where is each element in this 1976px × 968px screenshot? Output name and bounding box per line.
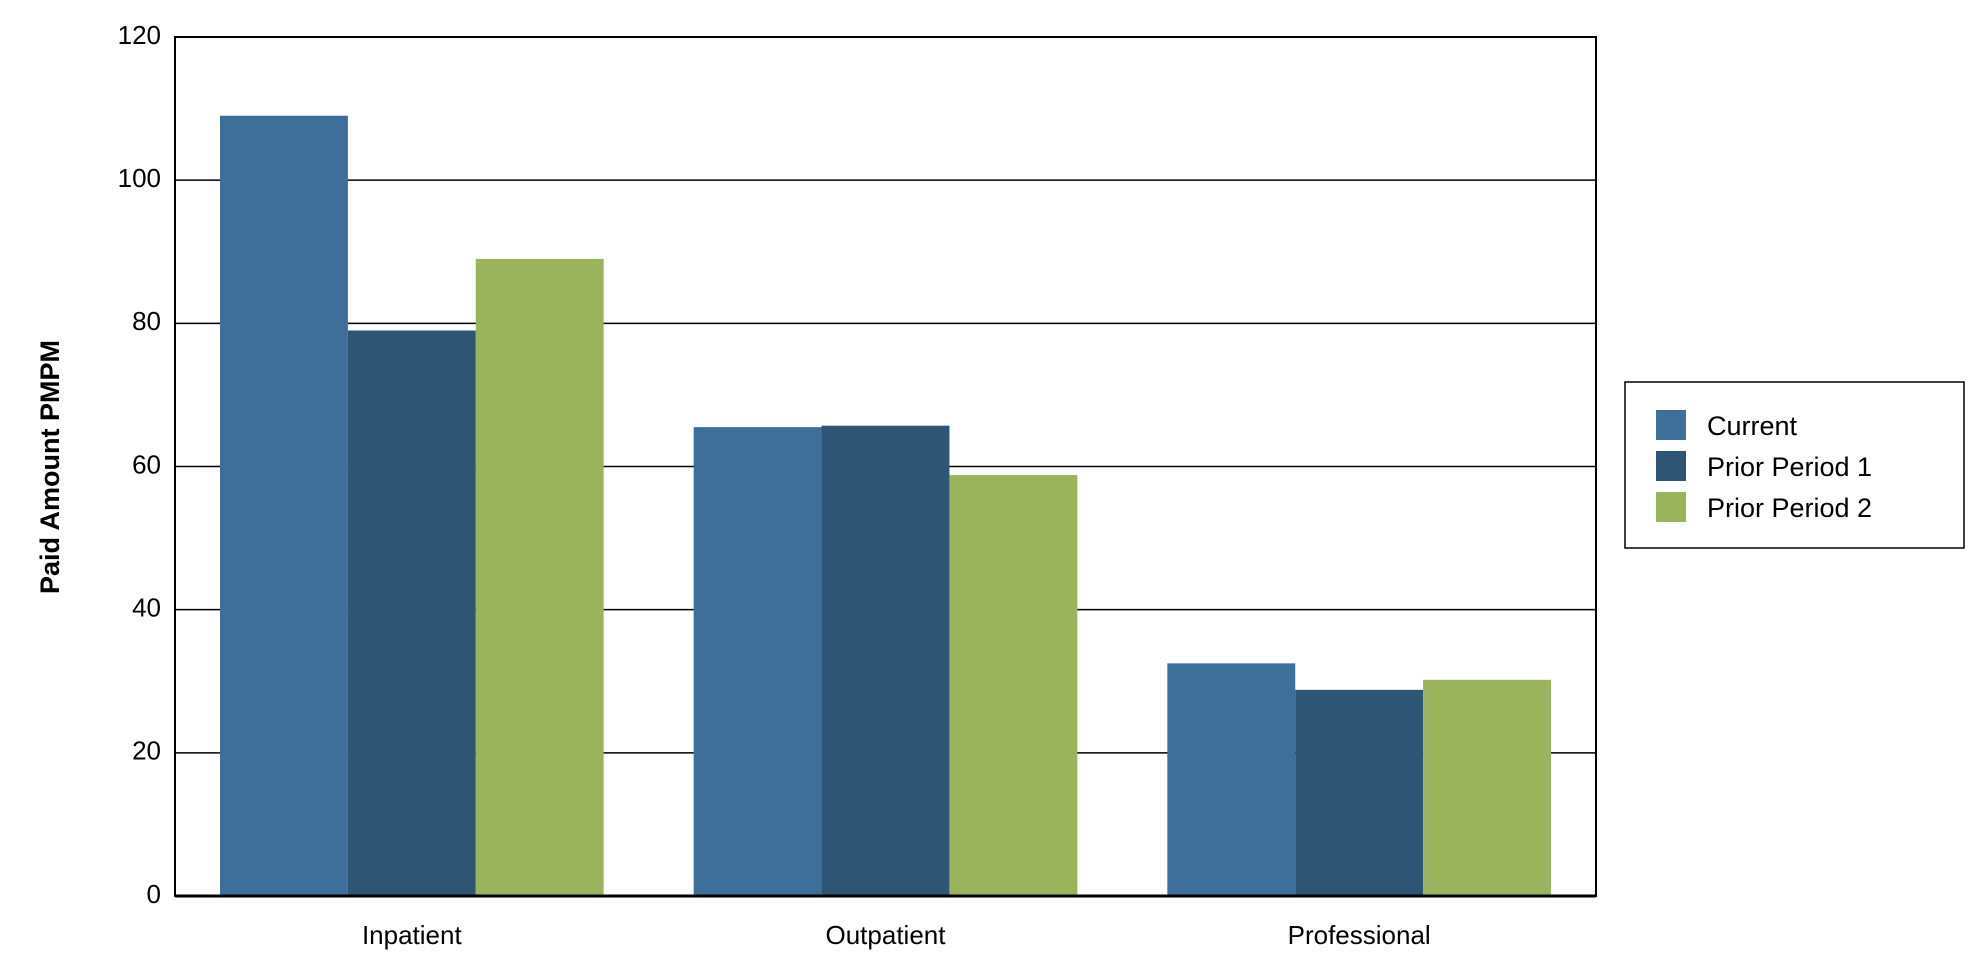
legend-label: Current [1707,411,1798,441]
bar-professional-prior-period-1 [1295,689,1424,896]
legend-swatch [1656,410,1686,440]
legend-swatch [1656,451,1686,481]
legend-item-prior-period-1: Prior Period 1 [1656,451,1872,482]
bar-outpatient-prior-period-1 [821,425,950,896]
bar-outpatient-current [693,427,822,896]
bar-inpatient-current [219,115,348,896]
y-tick-label: 60 [132,449,161,479]
bar-professional-prior-period-2 [1423,679,1552,896]
x-axis-ticks: Inpatient Outpatient Professional [362,920,1431,950]
x-tick-label: Outpatient [826,920,947,950]
y-tick-label: 20 [132,736,161,766]
x-tick-label: Inpatient [362,920,463,950]
legend-label: Prior Period 1 [1707,452,1872,482]
y-axis-label: Paid Amount PMPM [35,340,65,594]
y-axis-ticks: 0 20 40 60 80 100 120 [118,20,161,909]
legend-item-prior-period-2: Prior Period 2 [1656,492,1872,523]
legend-item-current: Current [1656,410,1798,441]
bar-inpatient-prior-period-1 [347,330,476,896]
bar-inpatient-prior-period-2 [475,258,604,896]
legend: Current Prior Period 1 Prior Period 2 [1624,381,1965,549]
y-tick-label: 120 [118,20,161,50]
x-tick-label: Professional [1288,920,1431,950]
bars [219,115,1552,896]
legend-swatch [1656,492,1686,522]
bar-professional-current [1167,663,1296,896]
y-tick-label: 40 [132,593,161,623]
bar-outpatient-prior-period-2 [949,475,1078,896]
legend-label: Prior Period 2 [1707,493,1872,523]
y-tick-label: 80 [132,306,161,336]
y-tick-label: 100 [118,163,161,193]
y-tick-label: 0 [147,879,161,909]
